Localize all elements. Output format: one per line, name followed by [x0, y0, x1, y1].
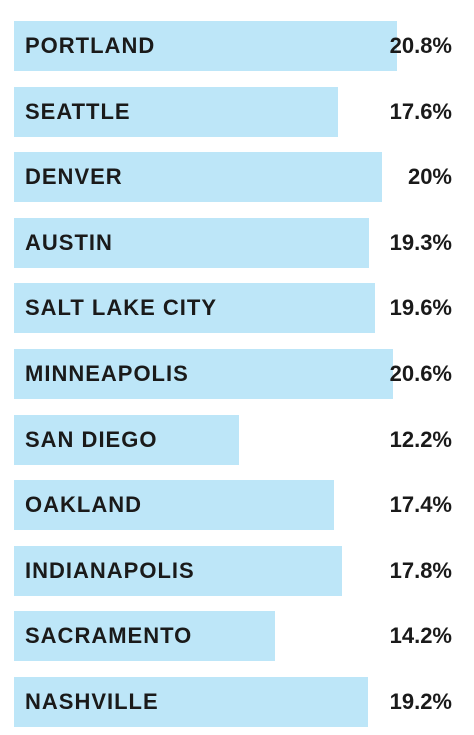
bar [14, 86, 339, 137]
value-label: 20.8% [389, 33, 452, 58]
category-label: INDIANAPOLIS [25, 557, 195, 583]
value-label: 20.6% [389, 361, 452, 386]
bar-row: DENVER 20% [0, 152, 474, 203]
value-label: 17.4% [389, 492, 452, 518]
bar [14, 283, 375, 334]
category-label: MINNEAPOLIS [25, 361, 189, 386]
value-label: 14.2% [389, 623, 452, 649]
value-label: 19.3% [389, 229, 452, 255]
bar-row: INDIANAPOLIS 17.8% [0, 545, 474, 596]
category-label: SACRAMENTO [25, 623, 193, 649]
category-label: AUSTIN [25, 229, 113, 255]
value-label: 17.8% [389, 557, 452, 583]
value-label: 20% [407, 164, 452, 190]
category-label: SALT LAKE CITY [25, 295, 218, 321]
category-label: DENVER [25, 164, 123, 190]
value-label: 17.6% [389, 98, 452, 124]
bar-row: NASHVILLE 19.2% [0, 677, 474, 727]
value-label: 12.2% [389, 426, 452, 452]
bar-row: SAN DIEGO 12.2% [0, 414, 474, 465]
bar-row: MINNEAPOLIS 20.6% [0, 349, 474, 399]
bar [14, 152, 383, 203]
value-label: 19.6% [389, 295, 452, 321]
bar [14, 414, 239, 465]
bar-row: PORTLAND 20.8% [0, 21, 474, 71]
bar [14, 545, 342, 596]
bar-row: SALT LAKE CITY 19.6% [0, 283, 474, 334]
bar [14, 677, 368, 727]
bar-row: OAKLAND 17.4% [0, 480, 474, 531]
bar-row: SEATTLE 17.6% [0, 86, 474, 137]
bar [14, 349, 394, 399]
category-label: NASHVILLE [25, 689, 159, 714]
bar [14, 217, 370, 268]
bar-row: SACRAMENTO 14.2% [0, 611, 474, 662]
category-label: OAKLAND [25, 492, 142, 518]
bar-row: AUSTIN 19.3% [0, 217, 474, 268]
value-label: 19.2% [389, 689, 452, 714]
category-label: SAN DIEGO [25, 426, 158, 452]
category-label: SEATTLE [25, 98, 131, 124]
bar [14, 611, 276, 662]
bar [14, 21, 397, 71]
category-label: PORTLAND [25, 33, 156, 58]
bar [14, 480, 335, 531]
